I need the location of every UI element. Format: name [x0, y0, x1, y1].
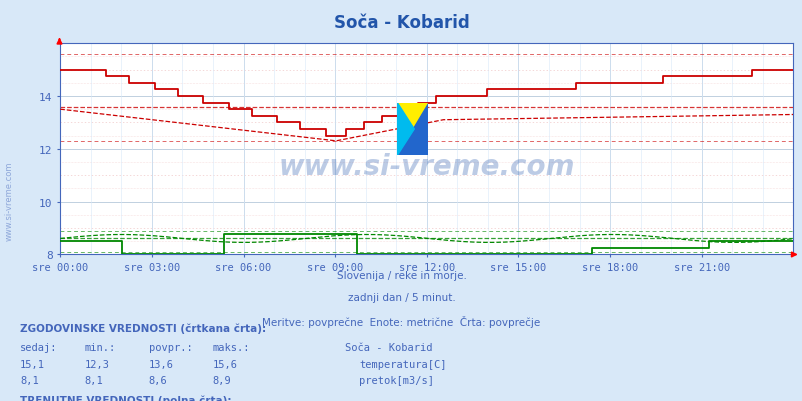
- Text: 12,3: 12,3: [84, 359, 109, 369]
- Text: povpr.:: povpr.:: [148, 342, 192, 352]
- Text: sedaj:: sedaj:: [20, 342, 58, 352]
- Text: www.si-vreme.com: www.si-vreme.com: [5, 161, 14, 240]
- Text: 8,6: 8,6: [148, 375, 167, 385]
- Polygon shape: [397, 103, 427, 156]
- Polygon shape: [397, 103, 414, 156]
- Text: 13,6: 13,6: [148, 359, 173, 369]
- Text: min.:: min.:: [84, 342, 115, 352]
- Text: ZGODOVINSKE VREDNOSTI (črtkana črta):: ZGODOVINSKE VREDNOSTI (črtkana črta):: [20, 323, 266, 333]
- Text: Soča - Kobarid: Soča - Kobarid: [345, 342, 432, 352]
- Text: www.si-vreme.com: www.si-vreme.com: [278, 152, 574, 180]
- Text: TRENUTNE VREDNOSTI (polna črta):: TRENUTNE VREDNOSTI (polna črta):: [20, 395, 231, 401]
- Text: 8,1: 8,1: [20, 375, 38, 385]
- Text: 15,6: 15,6: [213, 359, 237, 369]
- Text: Meritve: povprečne  Enote: metrične  Črta: povprečje: Meritve: povprečne Enote: metrične Črta:…: [262, 315, 540, 327]
- Text: maks.:: maks.:: [213, 342, 250, 352]
- Text: 15,1: 15,1: [20, 359, 45, 369]
- Text: zadnji dan / 5 minut.: zadnji dan / 5 minut.: [347, 293, 455, 303]
- Text: 8,9: 8,9: [213, 375, 231, 385]
- Text: 8,1: 8,1: [84, 375, 103, 385]
- Text: pretok[m3/s]: pretok[m3/s]: [358, 375, 433, 385]
- Text: temperatura[C]: temperatura[C]: [358, 359, 446, 369]
- Text: Slovenija / reke in morje.: Slovenija / reke in morje.: [336, 271, 466, 281]
- Text: Soča - Kobarid: Soča - Kobarid: [333, 14, 469, 32]
